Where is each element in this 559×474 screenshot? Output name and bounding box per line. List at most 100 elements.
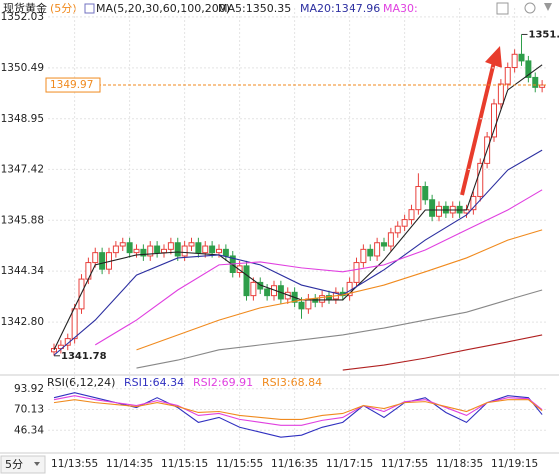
candle-body: [222, 248, 229, 257]
candle-body: [470, 195, 477, 211]
low-label: 1341.78: [61, 351, 107, 362]
period-label: (5分): [50, 2, 77, 15]
y-tick-label: 70.13: [14, 404, 44, 416]
candle-body: [429, 199, 436, 217]
y-tick-label: 93.92: [14, 383, 44, 395]
dropdown-icon: [34, 462, 40, 466]
icon[interactable]: [496, 2, 509, 15]
x-tick-label: 11/16:35: [271, 458, 318, 470]
candle-body: [422, 186, 429, 201]
rsi-header: RSI(6,12,24) RSI1:64.34 RSI2:69.91 RSI3:…: [47, 376, 322, 389]
line-series: [53, 392, 543, 438]
last-price-label: 1349.97: [50, 79, 93, 91]
line-series: [342, 334, 543, 371]
candle-body: [216, 248, 222, 254]
candle-body: [298, 301, 305, 310]
candle-body: [387, 232, 394, 247]
candle-body: [236, 265, 243, 273]
candle-body: [539, 84, 546, 88]
candle-body: [532, 76, 539, 88]
ma-legend: MA20:1347.96: [300, 2, 380, 15]
candle-body: [71, 308, 78, 340]
candle-body: [374, 242, 381, 257]
candle-body: [504, 67, 511, 85]
rsi-title: RSI(6,12,24): [47, 376, 115, 389]
candle-body: [477, 162, 484, 197]
ma-legend: MA5:1350.35: [218, 2, 291, 15]
button-label[interactable]: 5分: [5, 458, 23, 471]
x-tick-label: 11/17:55: [381, 458, 428, 470]
candle-body: [181, 245, 188, 257]
candle-body: [126, 242, 133, 254]
candle-body: [511, 53, 518, 69]
candle-body: [491, 103, 497, 138]
line-series: [53, 395, 543, 426]
candle-body: [195, 242, 202, 254]
candle-body: [401, 219, 408, 227]
candle-body: [353, 262, 360, 283]
line-series: [136, 229, 543, 351]
candle-body: [408, 209, 415, 221]
x-tick-label: 11/14:35: [106, 458, 153, 470]
candle-body: [497, 83, 504, 105]
high-label: 1351.5: [529, 29, 559, 40]
y-tick-label: 1345.88: [1, 214, 44, 226]
x-tick-label: 11/18:35: [436, 458, 483, 470]
ma-legend: MA30:: [383, 2, 418, 15]
y-tick-label: 1352.03: [1, 11, 44, 23]
candle-body: [250, 281, 257, 297]
candle-body: [525, 60, 532, 78]
line-series: [94, 189, 543, 346]
candle-body: [99, 252, 106, 270]
candle-body: [243, 265, 250, 297]
candle-body: [319, 295, 326, 303]
candle-body: [140, 248, 147, 257]
candle-body: [147, 245, 154, 257]
y-tick-label: 1348.95: [1, 113, 44, 125]
rsi-legend: RSI1:64.34: [124, 376, 184, 389]
candle-body: [209, 245, 216, 254]
trend-arrowhead: [485, 46, 502, 68]
y-tick-label: 1344.34: [1, 265, 45, 277]
y-tick-label: 1350.49: [1, 62, 44, 74]
candle-body: [367, 248, 374, 257]
line-series: [136, 289, 543, 369]
y-tick-label: 46.34: [14, 424, 44, 436]
period-button[interactable]: 5分: [0, 455, 46, 474]
toolbar-icons[interactable]: [496, 2, 552, 15]
candle-body: [202, 245, 209, 254]
icon[interactable]: [544, 3, 552, 11]
candle-body: [381, 242, 387, 247]
header: 现货黄金 (5分) MA(5,20,30,60,100,200) MA5:135…: [3, 1, 552, 15]
icon[interactable]: [524, 2, 536, 14]
candle-body: [174, 242, 181, 257]
x-tick-label: 11/19:15: [491, 458, 538, 470]
y-tick-label: 1342.80: [1, 316, 44, 328]
instrument-title: 现货黄金: [3, 1, 47, 15]
rsi-legend: RSI3:68.84: [262, 376, 322, 389]
x-tick-label: 11/13:55: [51, 458, 98, 470]
last-price-box: [45, 77, 101, 93]
ma-icon[interactable]: [84, 3, 95, 14]
x-tick-label: 11/15:55: [216, 458, 263, 470]
y-tick-label: 1347.42: [1, 163, 44, 175]
x-tick-label: 11/17:15: [326, 458, 373, 470]
candle-body: [312, 298, 319, 303]
candle-body: [161, 248, 167, 254]
line-series: [53, 399, 543, 420]
candle-body: [436, 205, 442, 217]
candle-body: [360, 248, 367, 264]
ma-label: MA(5,20,30,60,100,200): [96, 2, 230, 15]
button-box[interactable]: [0, 455, 46, 474]
line-series: [53, 149, 543, 356]
candle-body: [133, 248, 140, 254]
candle-body: [51, 348, 57, 353]
candle-body: [264, 288, 271, 297]
candle-body: [119, 242, 126, 247]
candle-body: [394, 225, 401, 234]
candle-body: [188, 242, 195, 247]
candle-body: [518, 53, 525, 62]
